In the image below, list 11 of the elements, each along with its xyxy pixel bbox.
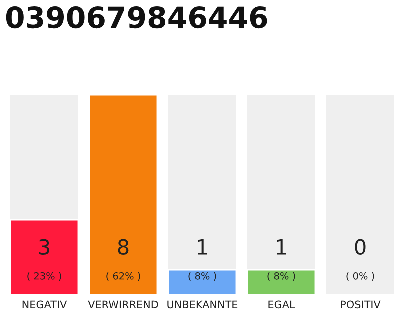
data-label: 1 ( 8% ) bbox=[268, 240, 296, 281]
data-label: 0 ( 0% ) bbox=[346, 239, 374, 281]
x-tick-label: POSITIV bbox=[341, 300, 381, 309]
chart-title: 0390679846446 bbox=[6, 6, 268, 29]
x-tick-label: EGAL bbox=[268, 300, 296, 309]
data-label: 1 ( 8% ) bbox=[188, 240, 216, 281]
x-tick-label: VERWIRREND bbox=[88, 300, 158, 308]
x-tick-label: UNBEKANNTE bbox=[168, 300, 238, 309]
x-tick-label: NEGATIV bbox=[22, 300, 68, 309]
data-label: 8 ( 62% ) bbox=[106, 239, 140, 281]
data-label: 3 ( 23% ) bbox=[28, 239, 62, 281]
